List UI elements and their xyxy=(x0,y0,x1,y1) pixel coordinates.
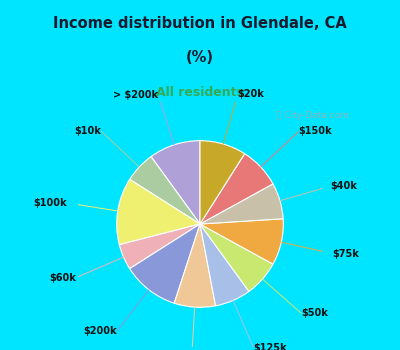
Wedge shape xyxy=(200,141,245,224)
Wedge shape xyxy=(130,156,200,224)
Text: $150k: $150k xyxy=(298,126,332,136)
Wedge shape xyxy=(119,224,200,269)
Wedge shape xyxy=(200,154,273,224)
Wedge shape xyxy=(200,219,283,264)
Text: $200k: $200k xyxy=(84,326,117,336)
Text: ⓘ City-Data.com: ⓘ City-Data.com xyxy=(276,111,348,120)
Text: $125k: $125k xyxy=(254,343,287,350)
Text: $20k: $20k xyxy=(238,89,265,99)
Wedge shape xyxy=(117,179,200,245)
Text: $50k: $50k xyxy=(302,308,328,319)
Text: > $200k: > $200k xyxy=(113,90,158,100)
Wedge shape xyxy=(151,141,200,224)
Text: Income distribution in Glendale, CA: Income distribution in Glendale, CA xyxy=(53,16,347,31)
Wedge shape xyxy=(130,224,200,303)
Text: All residents: All residents xyxy=(156,86,244,99)
Wedge shape xyxy=(200,224,273,292)
Text: $10k: $10k xyxy=(74,126,102,136)
Wedge shape xyxy=(200,184,283,224)
Text: $100k: $100k xyxy=(33,198,66,208)
Wedge shape xyxy=(174,224,216,307)
Text: $75k: $75k xyxy=(332,248,359,259)
Text: $60k: $60k xyxy=(49,273,76,283)
Text: $40k: $40k xyxy=(330,181,357,191)
Text: (%): (%) xyxy=(186,50,214,65)
Wedge shape xyxy=(200,224,249,306)
